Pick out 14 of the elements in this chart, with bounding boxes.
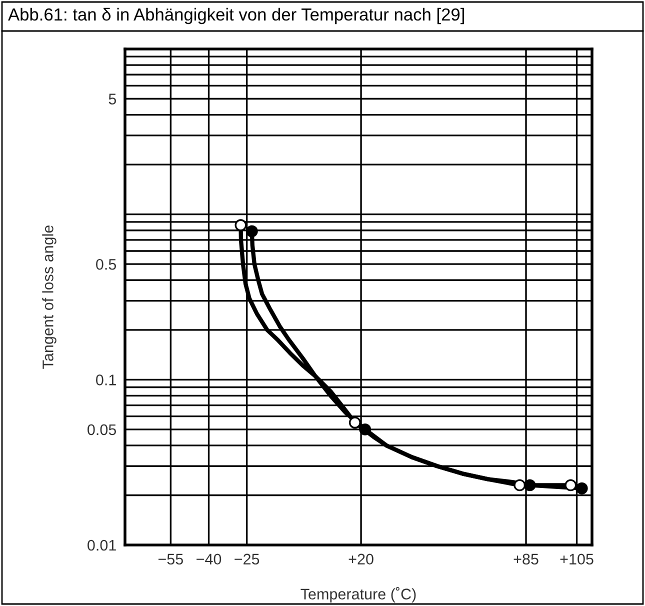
x-tick-label: −40 [196,554,222,565]
x-tick-label: +85 [514,554,538,565]
y-axis-title: Tangent of loss angle [42,225,56,369]
y-tick-label: 0.1 [96,374,116,386]
x-axis-title: Temperature (˚C) [300,587,416,603]
y-tick-label: 0.01 [88,540,116,551]
y-tick-label: 0.5 [96,258,116,270]
y-tick-label: 0.05 [88,424,116,436]
y-tick-label: 5 [108,94,116,104]
x-tick-label: −25 [234,554,260,565]
chart-title: Abb.61: tan δ in Abhängigkeit von der Temperatur nach [29] [8,8,464,24]
x-tick-label: −55 [158,554,183,565]
x-tick-label: +105 [560,554,594,565]
x-tick-label: +20 [348,554,374,565]
